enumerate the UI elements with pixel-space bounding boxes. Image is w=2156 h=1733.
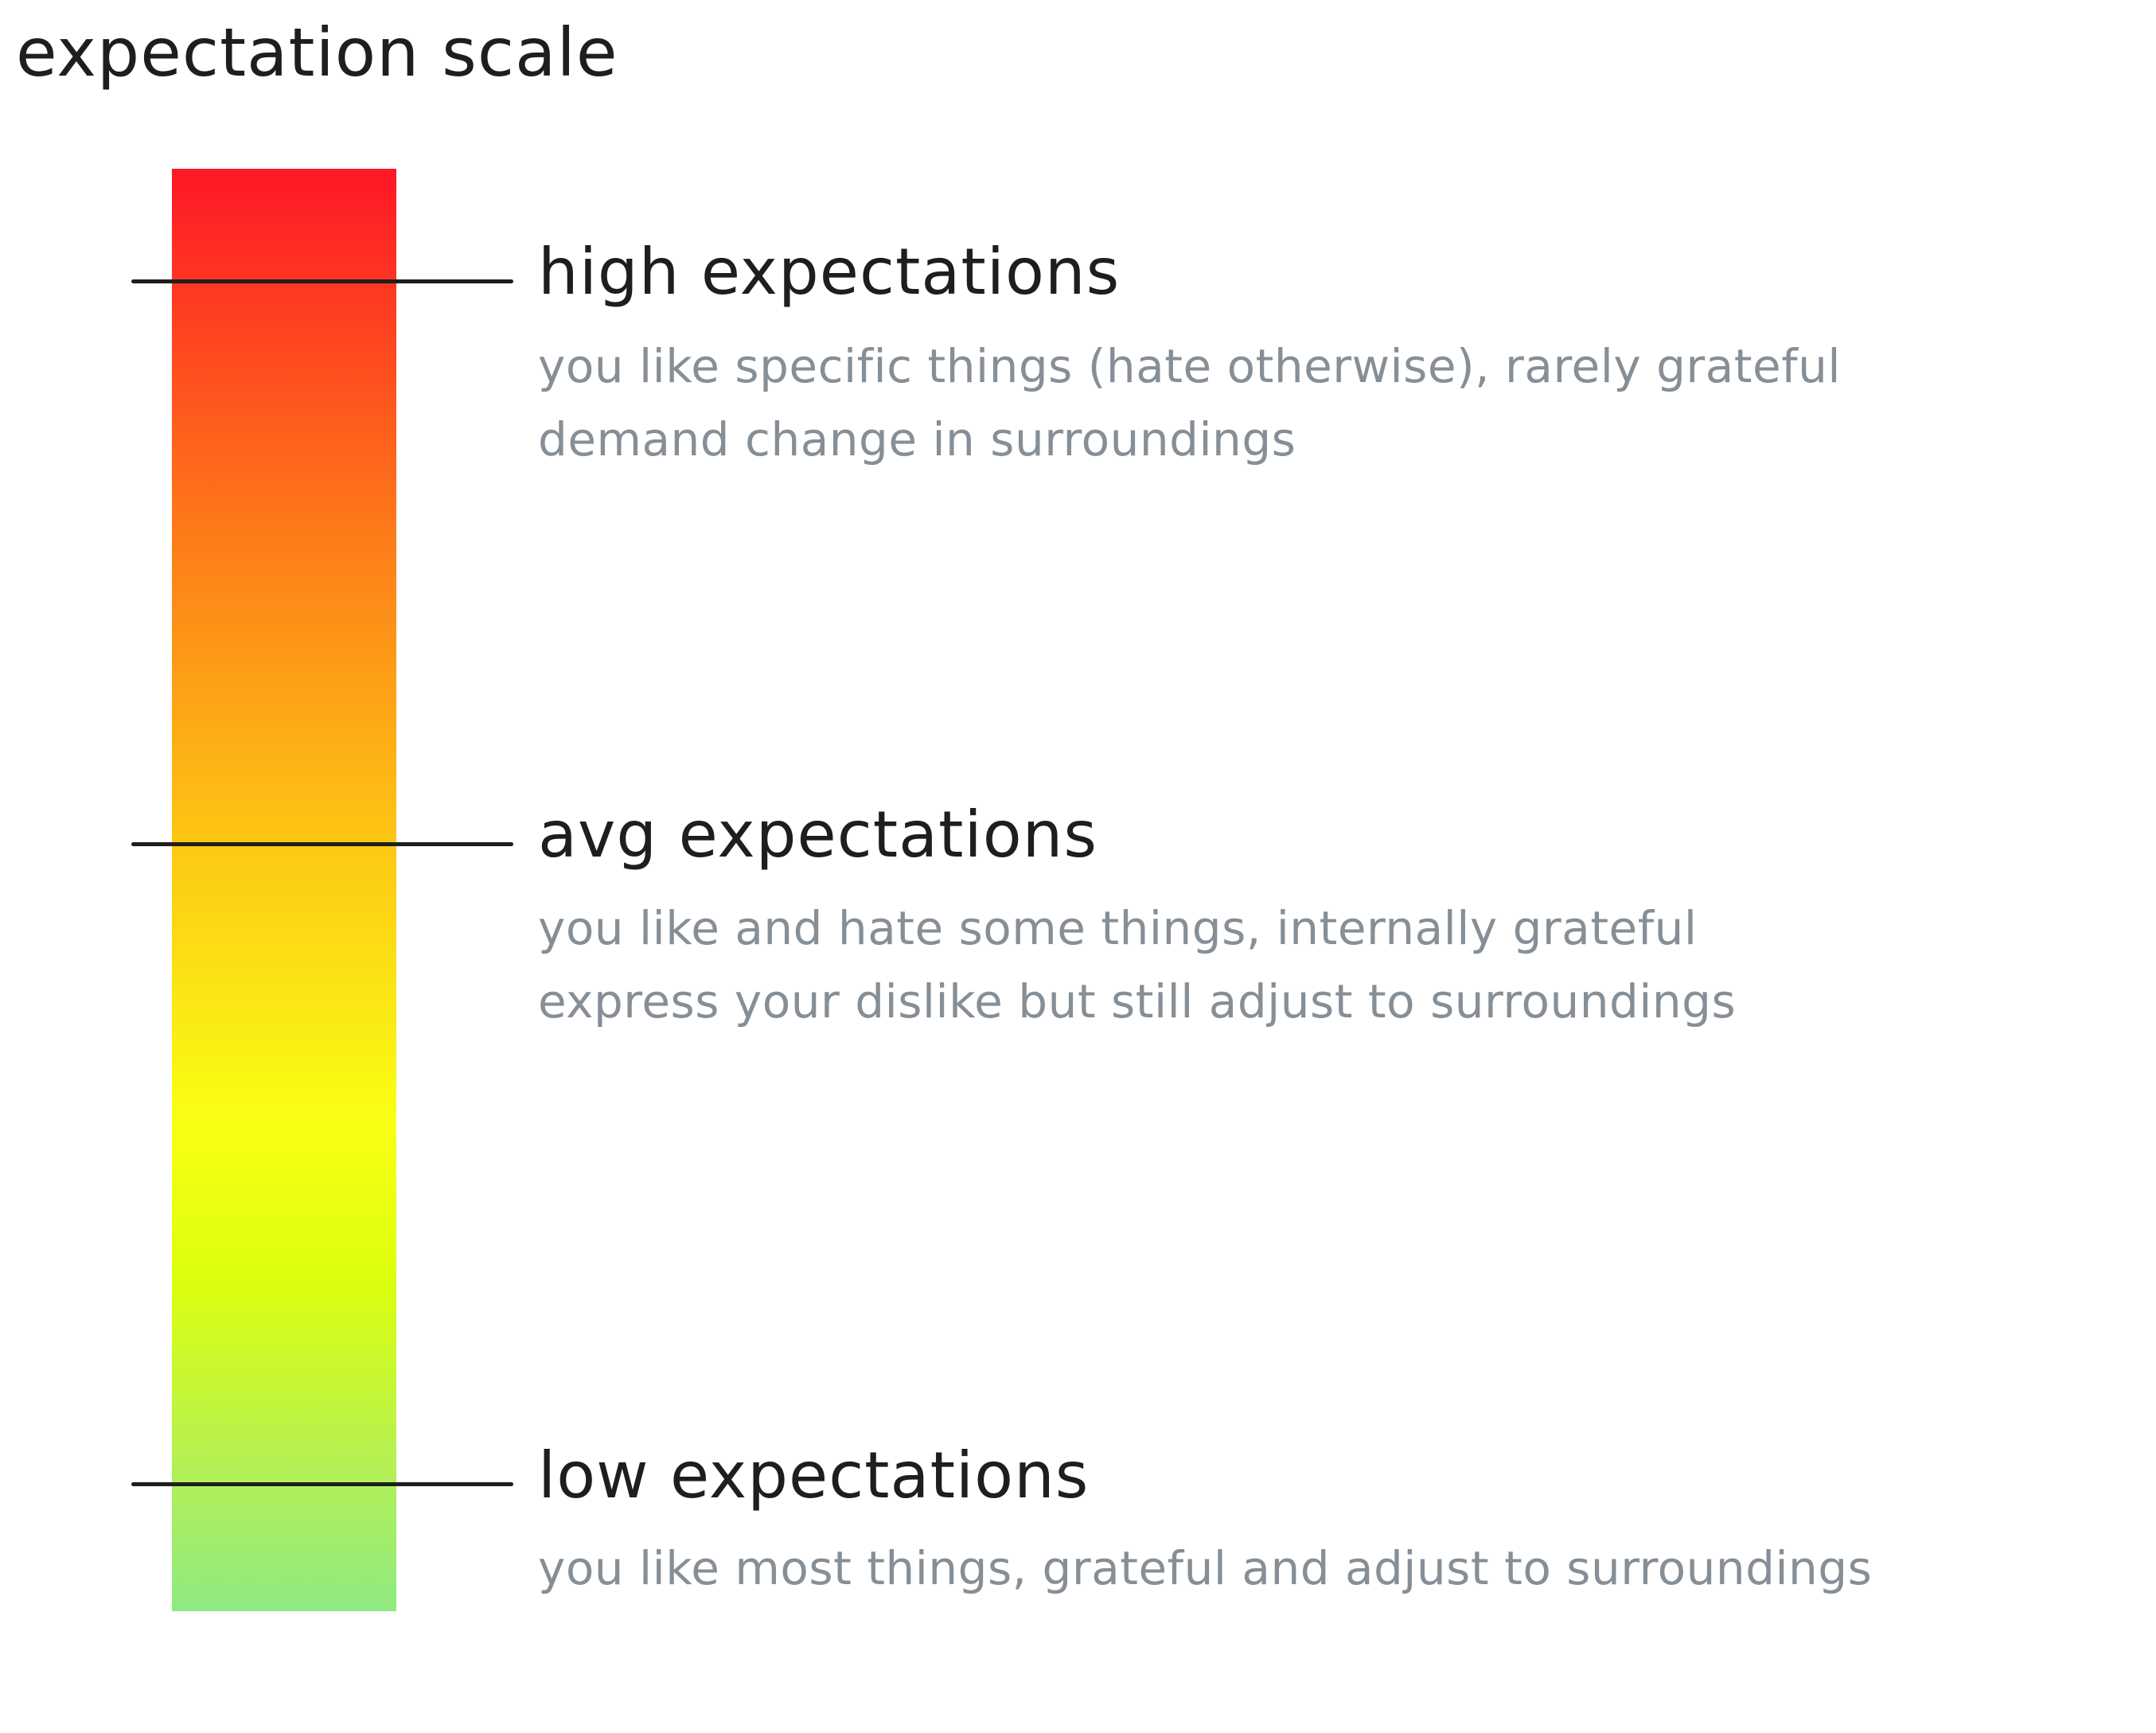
diagram-title: expectation scale xyxy=(16,14,618,92)
description-line: express your dislike but still adjust to… xyxy=(538,974,1737,1028)
low-expectations-marker xyxy=(131,1482,513,1486)
high-expectations-label: high expectations xyxy=(538,235,1121,309)
low-expectations-description: you like most things, grateful and adjus… xyxy=(538,1532,1872,1605)
avg-expectations-label: avg expectations xyxy=(538,798,1098,872)
avg-expectations-marker xyxy=(131,842,513,846)
expectation-gradient-bar xyxy=(172,169,396,1611)
avg-expectations-description: you like and hate some things, internall… xyxy=(538,892,1736,1038)
description-line: you like specific things (hate otherwise… xyxy=(538,339,1841,393)
high-expectations-marker xyxy=(131,279,513,283)
high-expectations-description: you like specific things (hate otherwise… xyxy=(538,330,1841,476)
description-line: you like and hate some things, internall… xyxy=(538,901,1698,955)
description-line: you like most things, grateful and adjus… xyxy=(538,1541,1873,1595)
description-line: demand change in surroundings xyxy=(538,412,1296,466)
low-expectations-label: low expectations xyxy=(538,1438,1090,1512)
